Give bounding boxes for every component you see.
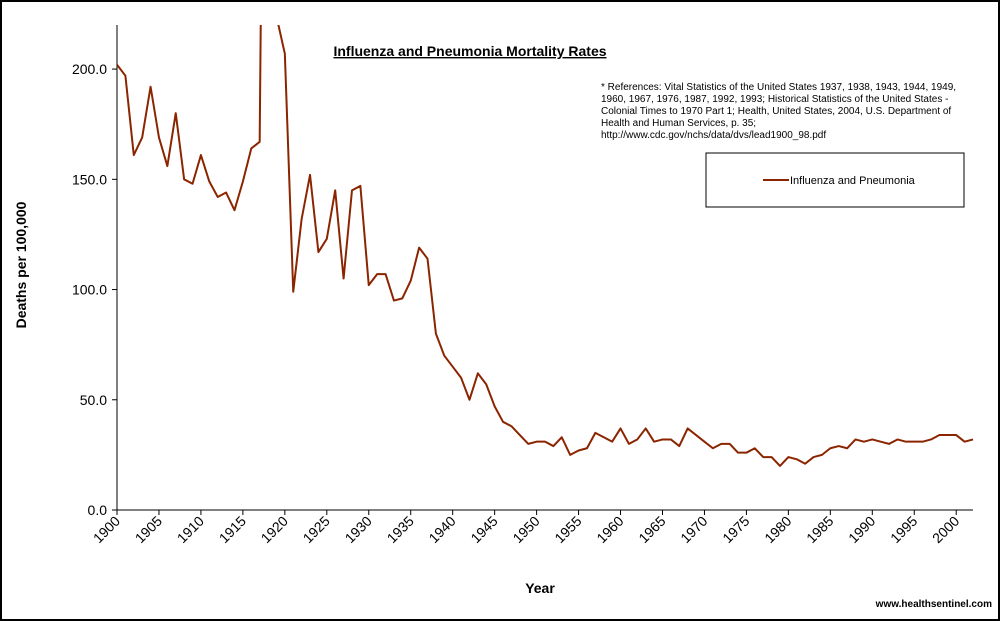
x-axis-title: Year bbox=[525, 580, 555, 596]
annotation-line: http://www.cdc.gov/nchs/data/dvs/lead190… bbox=[601, 130, 826, 141]
chart-title: Influenza and Pneumonia Mortality Rates bbox=[333, 43, 606, 59]
annotation-line: * References: Vital Statistics of the Un… bbox=[601, 82, 956, 93]
annotation-line: Colonial Times to 1970 Part 1; Health, U… bbox=[601, 106, 951, 117]
y-tick-label: 200.0 bbox=[72, 61, 107, 77]
y-axis-title: Deaths per 100,000 bbox=[13, 201, 29, 328]
legend-box bbox=[705, 152, 965, 208]
plot-area bbox=[117, 25, 974, 467]
annotation-line: Health and Human Services, p. 35; bbox=[601, 118, 756, 129]
source: www.healthsentinel.com bbox=[875, 599, 992, 610]
y-tick-label: 0.0 bbox=[88, 502, 108, 518]
data-line bbox=[117, 25, 974, 467]
y-tick-label: 100.0 bbox=[72, 282, 107, 298]
y-tick-label: 50.0 bbox=[80, 392, 107, 408]
y-tick-label: 150.0 bbox=[72, 171, 107, 187]
legend-label: Influenza and Pneumonia bbox=[790, 175, 916, 187]
annotation-line: 1960, 1967, 1976, 1987, 1992, 1993; Hist… bbox=[601, 94, 948, 105]
